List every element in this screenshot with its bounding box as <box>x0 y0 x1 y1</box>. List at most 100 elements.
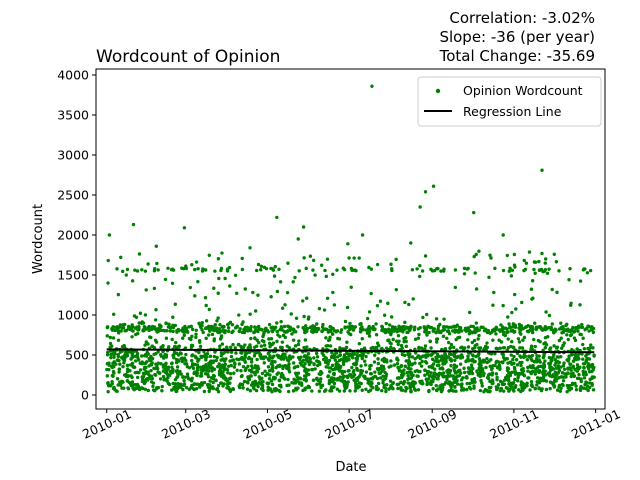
data-point <box>542 372 546 376</box>
data-point <box>469 369 473 373</box>
data-point <box>106 258 110 263</box>
data-point <box>286 389 291 394</box>
data-point <box>384 386 388 391</box>
data-point <box>407 358 411 363</box>
data-point <box>142 367 146 371</box>
data-point <box>562 341 566 345</box>
data-point <box>395 362 400 366</box>
data-point <box>161 328 165 333</box>
data-point <box>576 329 580 333</box>
data-point <box>263 355 268 359</box>
data-point <box>522 353 526 358</box>
data-point <box>375 376 380 381</box>
data-point <box>112 355 116 359</box>
data-point <box>177 328 181 333</box>
data-point <box>198 385 202 389</box>
data-point <box>256 324 261 329</box>
data-point <box>436 387 440 391</box>
data-point <box>291 381 296 385</box>
data-point <box>493 329 497 333</box>
data-point <box>220 251 224 255</box>
data-point <box>272 274 277 278</box>
data-point <box>135 370 140 375</box>
data-point <box>402 336 406 341</box>
data-point <box>262 361 266 365</box>
data-point <box>528 388 532 392</box>
data-point <box>587 329 591 333</box>
data-point <box>355 366 359 371</box>
data-point <box>399 364 404 368</box>
data-point <box>172 387 176 391</box>
data-point <box>402 339 406 344</box>
data-point <box>454 364 459 368</box>
data-point <box>128 363 133 367</box>
data-point <box>204 363 208 367</box>
data-point <box>125 350 130 354</box>
data-point <box>239 369 243 373</box>
data-point <box>188 285 193 290</box>
data-point <box>382 367 386 371</box>
data-point <box>143 354 147 358</box>
data-point <box>237 362 242 366</box>
data-point <box>427 388 431 393</box>
data-point <box>530 353 535 358</box>
data-point <box>184 385 189 390</box>
data-point <box>565 390 569 394</box>
data-point <box>460 382 464 386</box>
data-point <box>514 358 519 362</box>
data-point <box>369 372 374 376</box>
data-point <box>254 325 258 330</box>
data-point <box>204 319 209 323</box>
data-point <box>580 322 584 327</box>
data-point <box>216 330 220 334</box>
data-point <box>472 384 476 388</box>
data-point <box>197 340 202 344</box>
data-point <box>179 372 183 376</box>
data-point <box>261 388 265 393</box>
data-point <box>155 366 159 370</box>
data-point <box>174 357 179 362</box>
data-point <box>462 272 467 276</box>
data-point <box>192 387 196 392</box>
data-point <box>455 370 460 374</box>
data-point <box>382 377 387 382</box>
data-point <box>401 330 405 334</box>
data-point <box>472 254 476 259</box>
data-point <box>433 359 437 363</box>
data-point <box>352 256 356 260</box>
data-point <box>193 362 197 367</box>
data-point <box>418 361 422 366</box>
data-point <box>333 366 338 370</box>
data-point <box>231 358 236 362</box>
data-point <box>143 387 148 391</box>
data-point <box>420 269 425 273</box>
data-point <box>467 385 472 389</box>
data-point <box>431 386 435 391</box>
data-point <box>588 346 592 350</box>
data-point <box>407 355 412 359</box>
data-point <box>152 286 157 291</box>
data-point <box>221 384 225 388</box>
data-point <box>146 370 150 374</box>
data-point <box>338 375 342 379</box>
data-point <box>441 328 445 333</box>
data-point <box>554 260 559 264</box>
data-point <box>441 334 446 338</box>
data-point <box>287 346 291 350</box>
data-point <box>384 346 389 350</box>
data-point <box>442 267 446 271</box>
data-point <box>271 375 276 379</box>
data-point <box>492 290 496 295</box>
data-point <box>466 338 470 342</box>
data-point <box>219 266 224 271</box>
data-point <box>198 344 203 349</box>
data-point <box>505 253 510 258</box>
data-point <box>149 335 153 340</box>
data-point <box>215 387 219 392</box>
stat-slope: Slope: -36 (per year) <box>439 28 595 46</box>
data-point <box>256 366 260 371</box>
data-point <box>385 383 389 387</box>
data-point <box>423 254 428 258</box>
data-point <box>530 383 534 388</box>
data-point <box>497 328 501 332</box>
